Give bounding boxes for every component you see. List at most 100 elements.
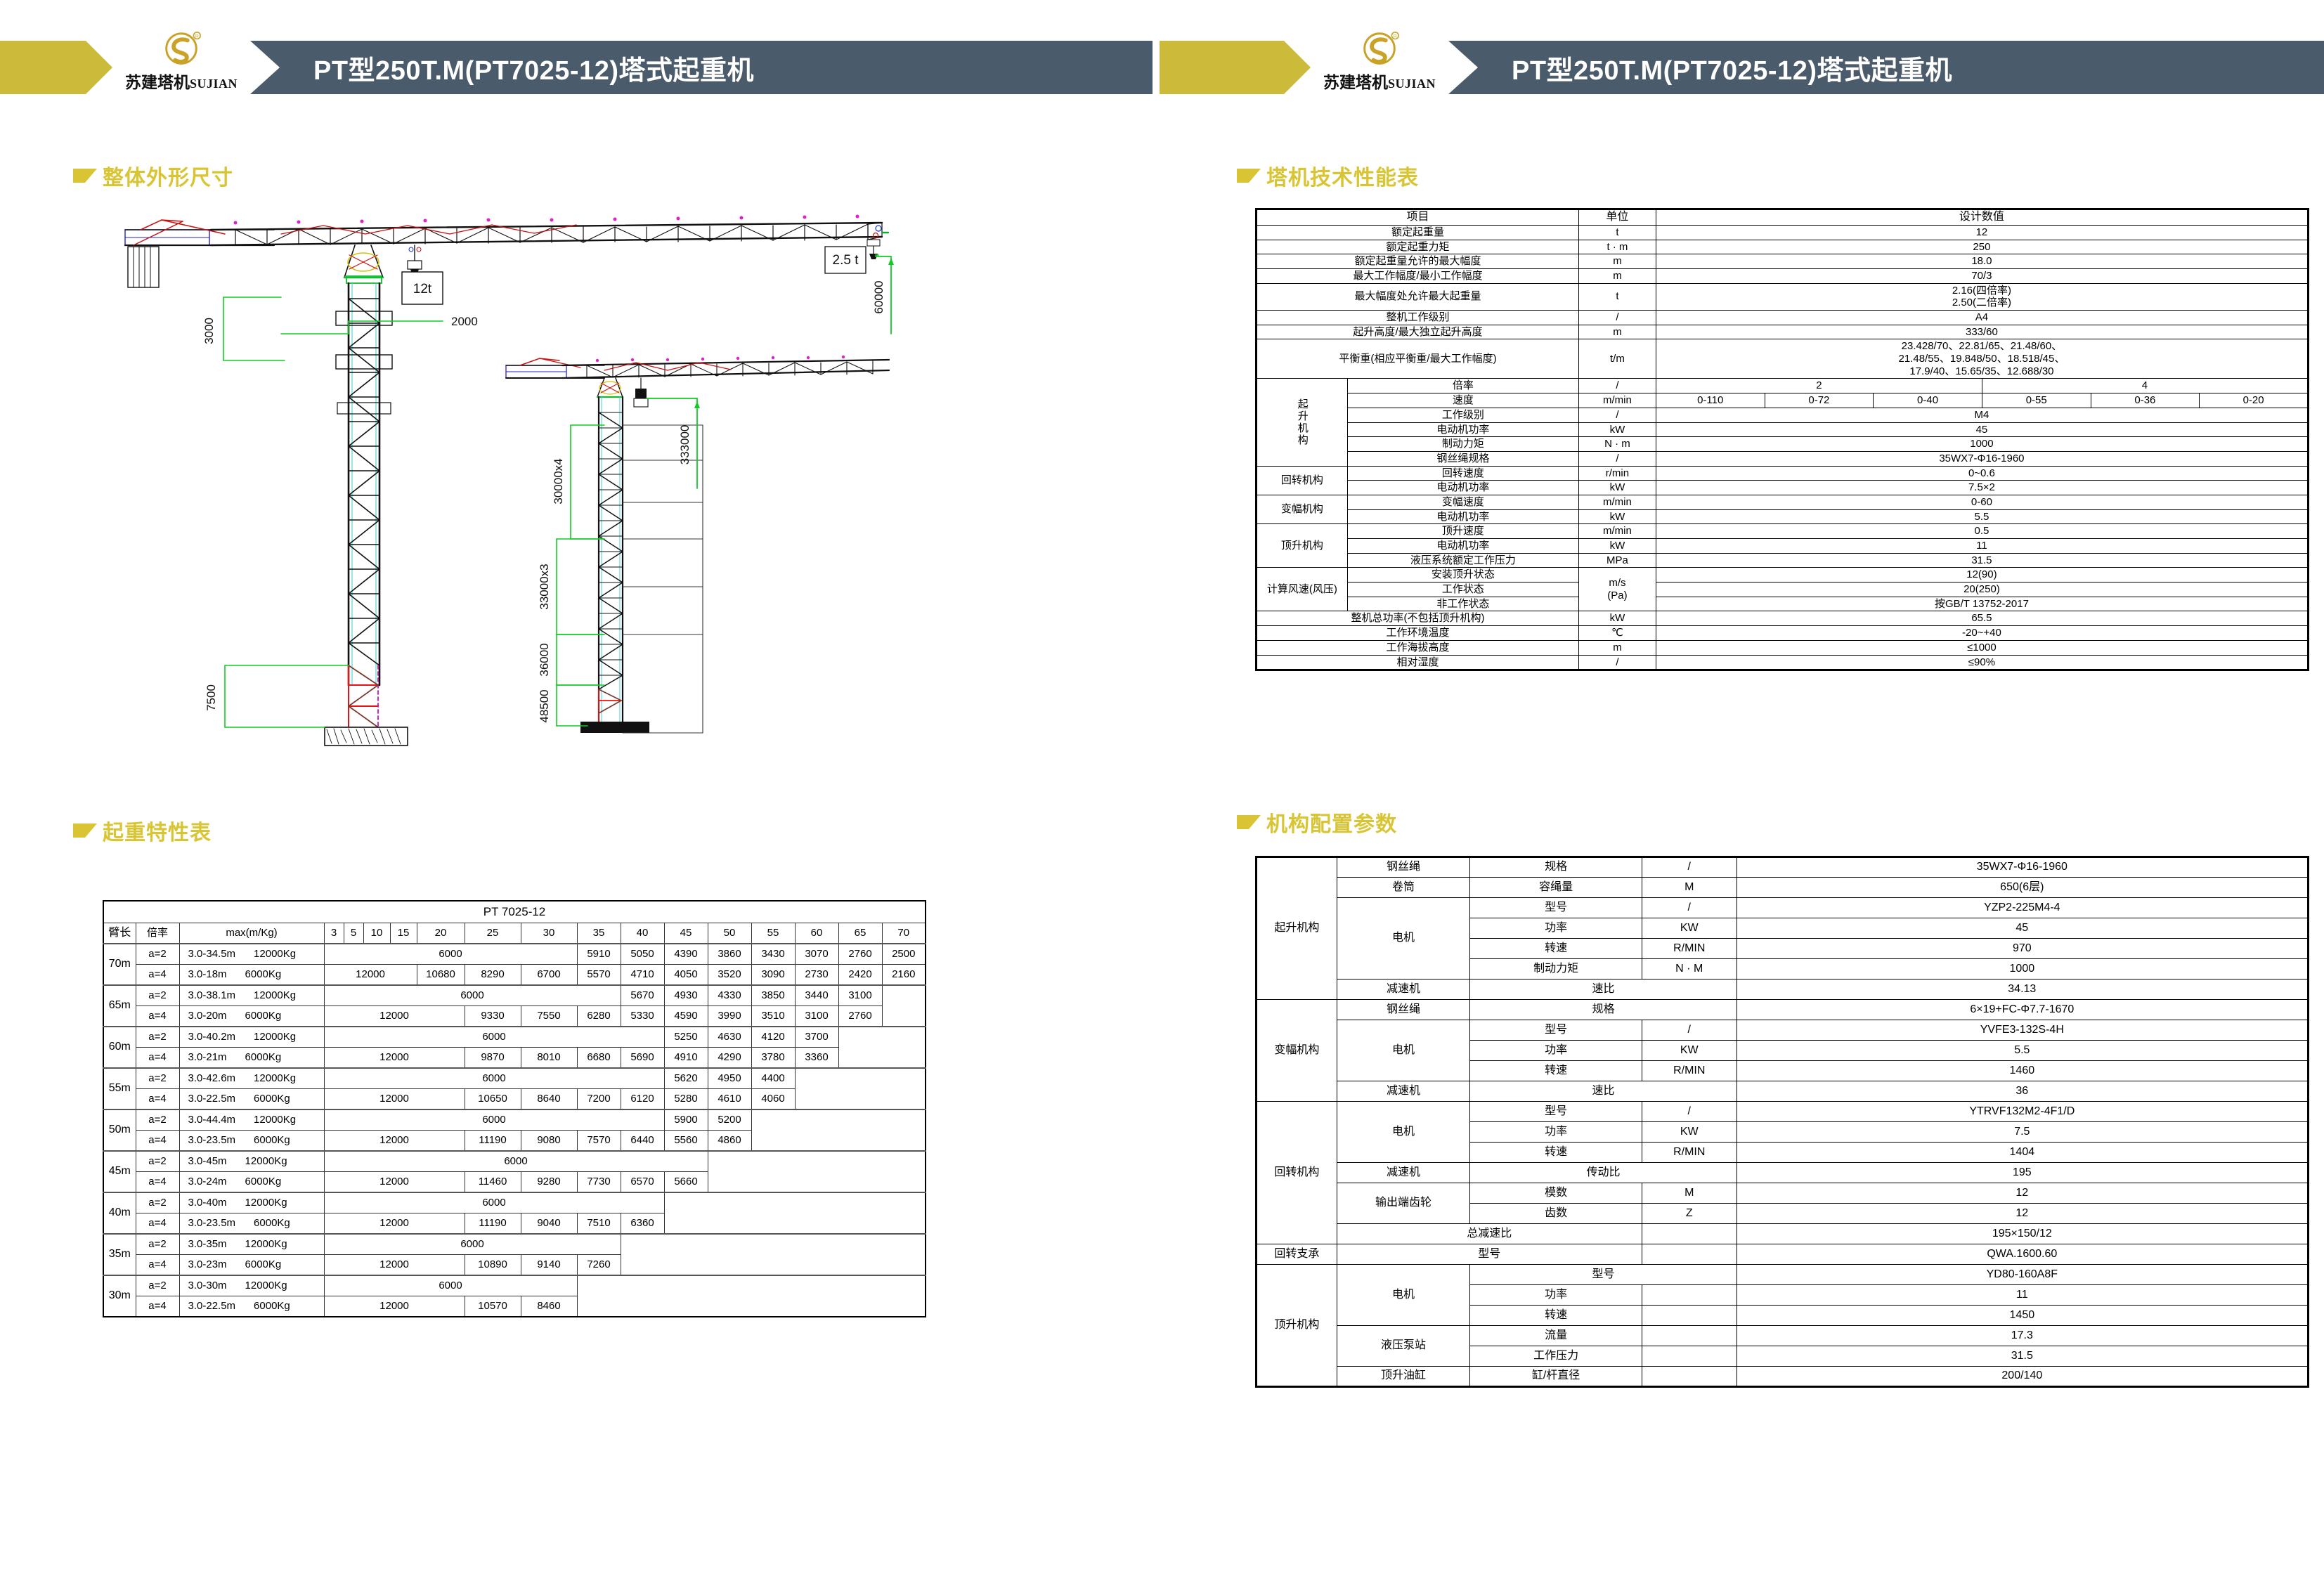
config-row: 起升机构 钢丝绳 规格/35WX7-Φ16-1960 [1256, 857, 2309, 1000]
spec-unit: / [1578, 450, 1656, 467]
load-value: 8640 [520, 1088, 578, 1110]
load-max-load: 6000Kg [245, 1051, 282, 1064]
load-flat-value: 6000 [323, 1026, 665, 1048]
load-value: 5690 [620, 1047, 665, 1069]
config-param: 流量 [1469, 1325, 1642, 1346]
config-subgroup: 钢丝绳 [1336, 857, 1471, 878]
spec-item: 额定起重量允许的最大幅度 [1255, 254, 1580, 269]
load-label-2p5t: 2.5 t [833, 253, 859, 268]
load-col-radius: 10 [363, 923, 391, 944]
load-ratio: a=2 [135, 1150, 180, 1172]
load-row: 55m a=2 3.0-42.6m 12000Kg 6000 5620 4950 4400 [103, 1067, 926, 1110]
load-flat-value: 12000 [323, 964, 417, 986]
load-ratio: a=4 [135, 1254, 180, 1276]
load-max-load: 12000Kg [245, 1280, 287, 1292]
config-param: 功率 [1469, 1284, 1642, 1306]
load-max-load: 12000Kg [245, 1155, 287, 1168]
load-max-range: 3.0-38.1m [188, 989, 236, 1002]
config-row: 功率 KW 7.5 [1257, 1121, 2309, 1143]
load-value: 3090 [751, 964, 796, 986]
load-ratio: a=4 [135, 1171, 180, 1193]
crane-outline-drawing: 12t [124, 214, 894, 746]
load-flat-value: 6000 [323, 1192, 665, 1213]
spec-unit: kW [1578, 538, 1656, 554]
config-value: 11 [1736, 1284, 2309, 1306]
logo-text-left: 苏建塔机SUJIAN [125, 69, 238, 94]
spec-unit: t/m [1578, 339, 1656, 379]
config-row: 变幅机构 钢丝绳 规格 6×19+FC-Φ7.7-1670 [1256, 999, 2309, 1102]
load-col-radius: 70 [881, 923, 926, 944]
load-value: 3070 [794, 943, 839, 965]
config-row: 顶升油缸 缸/杆直径 200/140 [1257, 1366, 2309, 1387]
load-value: 5670 [620, 984, 665, 1006]
spec-row: 平衡重(相应平衡重/最大工作幅度) t/m 23.428/70、22.81/65、2… [1255, 339, 2309, 379]
section-label-config: 机构配置参数 [1266, 813, 1397, 836]
crane-a-jib [209, 214, 890, 259]
load-col-radius: 65 [838, 923, 883, 944]
sujian-logo-icon: R [165, 32, 201, 65]
load-label-12t: 12t [413, 282, 432, 297]
load-max-range: 3.0-23m [188, 1258, 227, 1271]
dim-48500 [556, 684, 599, 727]
config-unit [1641, 1325, 1737, 1346]
load-max-spec: 3.0-35m 12000Kg [178, 1233, 325, 1255]
spec-item: 工作环境温度 [1255, 625, 1580, 641]
load-row: 30m a=2 3.0-30m 12000Kg 6000 [103, 1275, 926, 1317]
load-value: 4710 [620, 964, 665, 986]
load-ratio: a=2 [135, 1109, 180, 1131]
spec-item: 电动机功率 [1346, 480, 1580, 495]
triangle-bullet-icon [73, 169, 97, 183]
load-value: 10680 [416, 964, 465, 986]
load-ratio: a=4 [135, 1047, 180, 1069]
load-col-ratio: 倍率 [135, 923, 180, 944]
config-param: 转速 [1469, 938, 1642, 959]
spec-row: 电动机功率 kW 7.5×2 [1257, 480, 2309, 495]
load-max-spec: 3.0-22.5m 6000Kg [178, 1296, 325, 1317]
spec-unit: m/min [1578, 494, 1656, 510]
load-value: 10890 [464, 1254, 521, 1276]
spec-unit: t [1578, 224, 1656, 240]
load-max-range: 3.0-40.2m [188, 1031, 236, 1043]
load-value: 9140 [520, 1254, 578, 1276]
load-value: 6280 [576, 1005, 621, 1027]
spec-row: 工作海拔高度 m ≤1000 [1255, 639, 2309, 656]
load-col-radius: 60 [794, 923, 839, 944]
load-value: 2760 [838, 1005, 883, 1027]
sujian-logo-icon: R [1363, 32, 1399, 65]
load-value: 6360 [620, 1213, 665, 1235]
spec-value: 12 [1655, 224, 2309, 240]
load-flat-value: 12000 [323, 1130, 465, 1152]
spec-col-value: 设计数值 [1655, 209, 2309, 226]
load-empty [882, 1006, 926, 1027]
config-param: 型号 [1469, 897, 1642, 918]
load-value: 9330 [464, 1005, 521, 1027]
load-value: 5050 [620, 943, 665, 965]
config-subgroup: 电机 [1336, 1020, 1471, 1081]
load-value: 5330 [620, 1005, 665, 1027]
config-param: 总减速比 [1336, 1223, 1642, 1244]
load-flat-value: 6000 [323, 1150, 708, 1172]
spec-value: 45 [1655, 422, 2309, 438]
load-col-radius: 55 [751, 923, 796, 944]
spec-unit: / [1578, 310, 1656, 325]
config-subgroup: 液压泵站 [1336, 1325, 1471, 1367]
header-bar-right: R 苏建塔机SUJIAN PT型250T.M(PT7025-12)塔式起重机 [1160, 32, 2324, 94]
logo-right: R 苏建塔机SUJIAN [1311, 32, 1448, 94]
load-col-radius: 15 [389, 923, 417, 944]
load-flat-value: 12000 [323, 1005, 465, 1027]
load-max-range: 3.0-23.5m [188, 1134, 236, 1147]
load-value: 3510 [751, 1005, 796, 1027]
section-label-load: 起重特性表 [103, 821, 212, 845]
load-col-radius: 50 [707, 923, 752, 944]
load-max-load: 12000Kg [245, 1238, 287, 1251]
load-empty [795, 1067, 926, 1089]
config-value: YTRVF132M2-4F1/D [1736, 1101, 2309, 1122]
config-row: 减速机 速比 34.13 [1257, 979, 2309, 1000]
load-value: 6440 [620, 1130, 665, 1152]
config-value: 12 [1736, 1183, 2309, 1204]
spec-item: 平衡重(相应平衡重/最大工作幅度) [1255, 339, 1580, 379]
load-value: 9040 [520, 1213, 578, 1235]
load-row: a=4 3.0-23.5m 6000Kg 12000 11190 9080 7570 6440… [103, 1130, 926, 1152]
spec-value: ≤1000 [1655, 639, 2309, 656]
config-value: 650(6层) [1736, 877, 2309, 898]
